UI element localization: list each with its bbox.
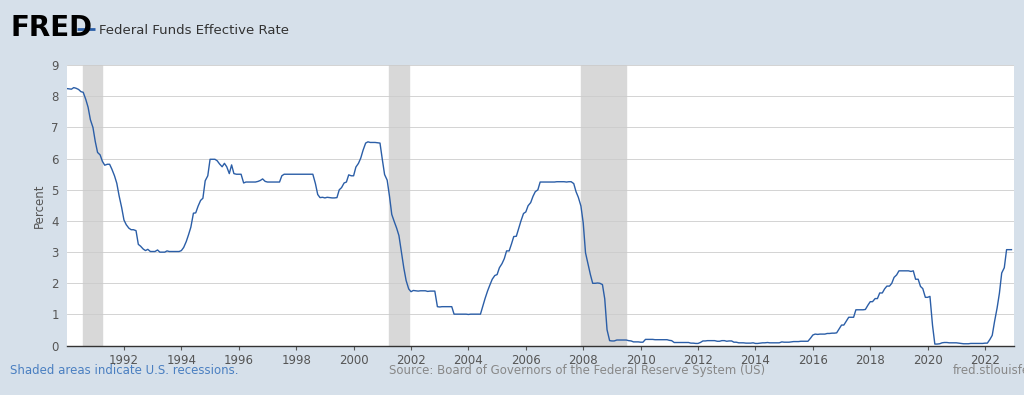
Text: Shaded areas indicate U.S. recessions.: Shaded areas indicate U.S. recessions. <box>10 363 239 376</box>
Text: Federal Funds Effective Rate: Federal Funds Effective Rate <box>99 24 290 37</box>
Text: fred.stlouisfed.org: fred.stlouisfed.org <box>952 363 1024 376</box>
Y-axis label: Percent: Percent <box>33 183 46 228</box>
Text: FRED: FRED <box>10 13 92 41</box>
Bar <box>389 65 409 346</box>
Bar <box>581 65 627 346</box>
Text: Source: Board of Governors of the Federal Reserve System (US): Source: Board of Governors of the Federa… <box>389 363 765 376</box>
Bar <box>83 65 102 346</box>
